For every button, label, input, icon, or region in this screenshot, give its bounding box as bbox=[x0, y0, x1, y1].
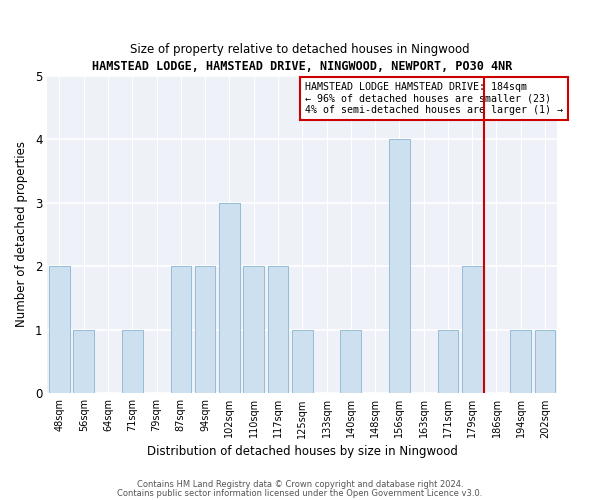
Bar bbox=[170, 266, 191, 394]
Bar bbox=[122, 330, 143, 394]
Bar bbox=[511, 330, 531, 394]
Bar bbox=[535, 330, 556, 394]
Bar bbox=[462, 266, 482, 394]
Bar bbox=[292, 330, 313, 394]
Text: Size of property relative to detached houses in Ningwood: Size of property relative to detached ho… bbox=[130, 42, 470, 56]
Bar bbox=[268, 266, 288, 394]
Bar bbox=[219, 202, 240, 394]
Bar bbox=[437, 330, 458, 394]
Text: HAMSTEAD LODGE HAMSTEAD DRIVE: 184sqm
← 96% of detached houses are smaller (23)
: HAMSTEAD LODGE HAMSTEAD DRIVE: 184sqm ← … bbox=[305, 82, 563, 115]
Title: HAMSTEAD LODGE, HAMSTEAD DRIVE, NINGWOOD, NEWPORT, PO30 4NR: HAMSTEAD LODGE, HAMSTEAD DRIVE, NINGWOOD… bbox=[92, 60, 512, 73]
Text: Contains HM Land Registry data © Crown copyright and database right 2024.: Contains HM Land Registry data © Crown c… bbox=[137, 480, 463, 489]
X-axis label: Distribution of detached houses by size in Ningwood: Distribution of detached houses by size … bbox=[147, 444, 458, 458]
Bar bbox=[244, 266, 264, 394]
Y-axis label: Number of detached properties: Number of detached properties bbox=[15, 142, 28, 328]
Bar bbox=[340, 330, 361, 394]
Bar bbox=[195, 266, 215, 394]
Bar bbox=[389, 139, 410, 394]
Bar bbox=[73, 330, 94, 394]
Bar bbox=[49, 266, 70, 394]
Text: Contains public sector information licensed under the Open Government Licence v3: Contains public sector information licen… bbox=[118, 488, 482, 498]
